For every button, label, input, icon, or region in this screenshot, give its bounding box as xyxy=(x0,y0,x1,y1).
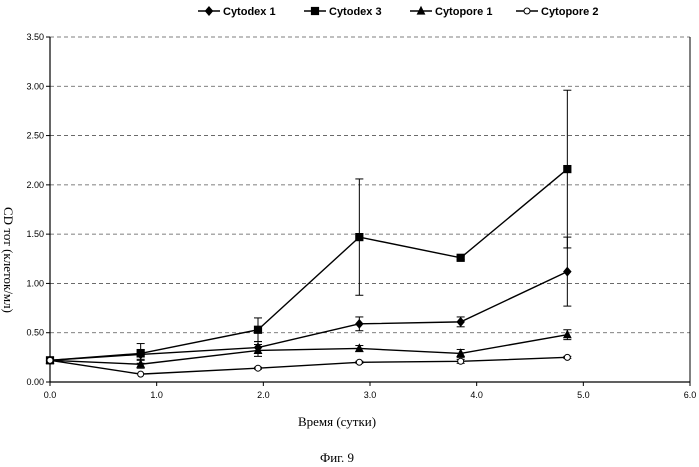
legend-marker xyxy=(311,7,318,14)
y-tick-label: 0.50 xyxy=(26,328,44,338)
x-tick-label: 4.0 xyxy=(470,390,483,400)
data-point xyxy=(254,326,261,333)
y-tick-label: 2.00 xyxy=(26,180,44,190)
x-tick-label: 6.0 xyxy=(684,390,697,400)
figure-caption: Фиг. 9 xyxy=(320,450,354,465)
gridlines xyxy=(50,37,690,333)
tick-labels: 0.00 0.50 1.00 1.50 2.00 2.50 3.00 3.50 0.0 1.0 2.… xyxy=(26,32,696,400)
data-point xyxy=(458,358,464,364)
legend-label: Cytodex 3 xyxy=(329,6,382,18)
y-tick-label: 2.50 xyxy=(26,131,44,141)
data-point xyxy=(138,371,144,377)
legend-marker xyxy=(524,8,530,14)
legend-label: Cytodex 1 xyxy=(223,6,276,18)
data-point xyxy=(457,318,464,326)
x-tick-label: 2.0 xyxy=(257,390,270,400)
data-point xyxy=(564,331,571,338)
data-point xyxy=(356,320,363,328)
x-tick-label: 3.0 xyxy=(364,390,377,400)
data-series xyxy=(46,90,571,377)
series-cytodex-1 xyxy=(46,237,571,364)
legend-marker xyxy=(205,7,212,15)
legend: Cytodex 1 Cytodex 3 Cytopore 1 Cytopore 2 xyxy=(198,6,598,18)
legend-item: Cytodex 3 xyxy=(304,6,382,18)
x-tick-label: 0.0 xyxy=(44,390,57,400)
legend-item: Cytopore 1 xyxy=(410,6,492,18)
x-axis-label: Время (сутки) xyxy=(298,414,376,429)
axes xyxy=(46,37,690,386)
data-point xyxy=(255,365,261,371)
y-tick-label: 0.00 xyxy=(26,377,44,387)
series-line xyxy=(50,169,567,360)
data-point xyxy=(457,254,464,261)
legend-label: Cytopore 2 xyxy=(541,6,598,18)
legend-item: Cytodex 1 xyxy=(198,6,276,18)
x-tick-label: 5.0 xyxy=(577,390,590,400)
data-point xyxy=(137,350,144,357)
legend-label: Cytopore 1 xyxy=(435,6,492,18)
series-line xyxy=(50,357,567,374)
y-tick-label: 3.00 xyxy=(26,81,44,91)
data-point xyxy=(564,165,571,172)
series-cytopore-2 xyxy=(47,354,571,377)
series-cytodex-3 xyxy=(46,90,571,364)
data-point xyxy=(356,359,362,365)
data-point xyxy=(47,357,53,363)
series-line xyxy=(50,272,567,361)
y-tick-label: 1.00 xyxy=(26,278,44,288)
legend-item: Cytopore 2 xyxy=(516,6,598,18)
x-tick-label: 1.0 xyxy=(150,390,163,400)
y-tick-label: 3.50 xyxy=(26,32,44,42)
data-point xyxy=(564,354,570,360)
data-point xyxy=(564,267,571,275)
y-axis-label: CD тот (клеток/мл) xyxy=(1,207,16,313)
data-point xyxy=(356,234,363,241)
y-tick-label: 1.50 xyxy=(26,229,44,239)
